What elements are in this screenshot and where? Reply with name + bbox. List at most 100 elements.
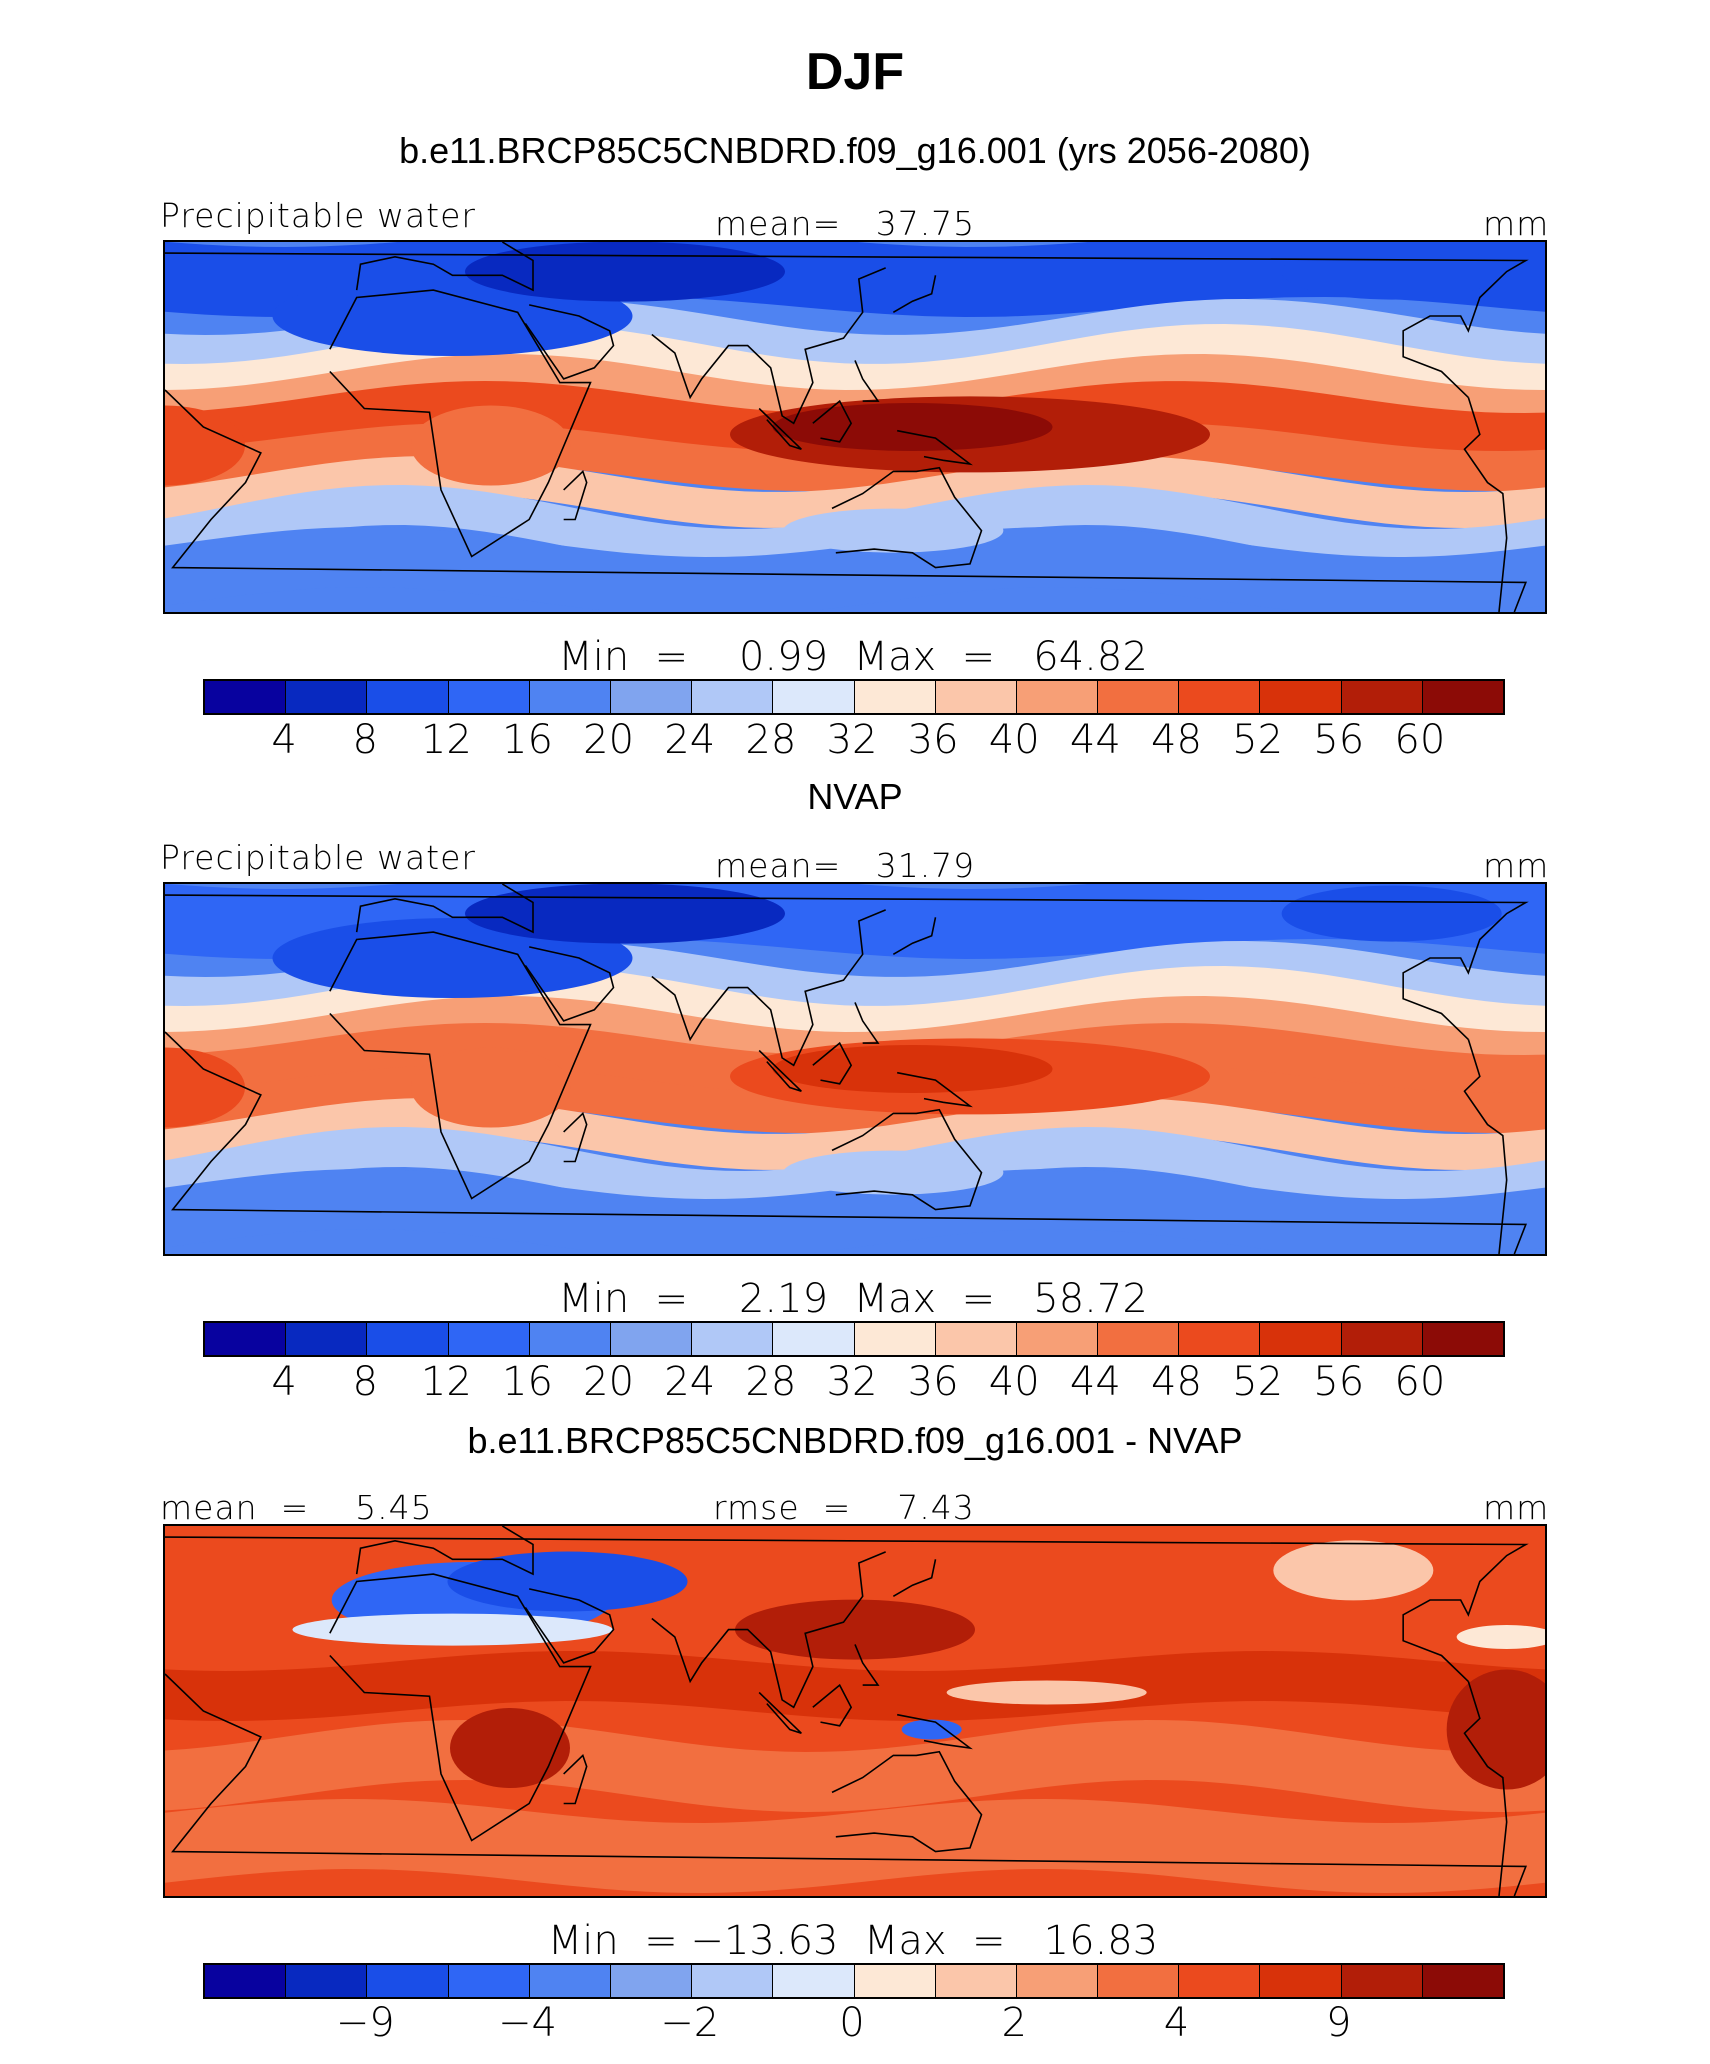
contour-blob: [1281, 885, 1502, 942]
colorbar-swatch: [448, 1323, 530, 1355]
contour-blob: [772, 403, 1053, 451]
colorbar-tick-label: 2: [1001, 2000, 1027, 2046]
colorbar-swatch: [205, 1965, 287, 1997]
colorbar-tick-label: 9: [1326, 2000, 1352, 2046]
colorbar-tick-label: 20: [583, 1359, 635, 1405]
colorbar-swatch: [367, 681, 449, 713]
coastline-samerica_e: [165, 1673, 1527, 1896]
colorbar-swatch: [1179, 681, 1261, 713]
coastline-samerica: [1463, 397, 1508, 612]
coastline-australia: [831, 1108, 983, 1211]
colorbar-swatch: [1098, 681, 1180, 713]
colorbar-swatch: [773, 1965, 855, 1997]
contour-band: [165, 996, 1545, 1072]
coastline-borneo: [812, 399, 853, 443]
contour-blob: [901, 1719, 962, 1740]
contour-band: [165, 354, 1545, 430]
colorbar-swatch: [610, 1965, 693, 1997]
colorbar-swatch: [286, 681, 368, 713]
colorbar-tick-label: 24: [664, 717, 716, 763]
colorbar-swatch: [367, 1323, 449, 1355]
colorbar-swatch: [935, 681, 1017, 713]
colorbar-swatch: [854, 681, 936, 713]
colorbar-swatch: [1260, 681, 1342, 713]
colorbar-tick-label: 60: [1394, 717, 1446, 763]
coastline-europe: [355, 884, 534, 934]
contour-blob: [946, 1680, 1147, 1705]
colorbar-tick-label: 32: [826, 717, 878, 763]
panel-1-colorbar-ticks: 4 8 12 16 20 24 28 32 36 40 44 48 52 56 60: [203, 717, 1501, 763]
colorbar-tick-label: −2: [660, 2000, 720, 2046]
coastline-sumatra: [758, 1691, 802, 1734]
coastline-namerica: [165, 1536, 1529, 1682]
contour-blob: [783, 508, 1004, 553]
colorbar-tick-label: 8: [352, 1359, 378, 1405]
colorbar-swatch: [529, 1323, 611, 1355]
coastline-madagascar: [563, 1111, 588, 1163]
panel-2-heading: NVAP: [807, 776, 903, 817]
colorbar-tick-label: 40: [988, 717, 1040, 763]
contour-blob: [772, 1045, 1053, 1093]
colorbar-tick-label: 28: [745, 1359, 797, 1405]
coastline-india: [651, 267, 886, 425]
coastline-philippines: [854, 1644, 880, 1686]
contour-blob: [410, 1047, 571, 1128]
coastline-japan: [892, 1559, 937, 1597]
colorbar-swatch: [1016, 681, 1099, 713]
coastline-philippines: [854, 1002, 880, 1044]
colorbar-swatch: [205, 681, 287, 713]
colorbar-swatch: [692, 1323, 774, 1355]
colorbar-tick-label: 56: [1313, 717, 1365, 763]
coastline-japan: [892, 275, 937, 313]
colorbar-swatch: [205, 1323, 287, 1355]
contour-band: [165, 1651, 1545, 1721]
colorbar-swatch: [1016, 1323, 1099, 1355]
panel-1-unit-label: mm: [1483, 204, 1550, 243]
colorbar-tick-label: 20: [583, 717, 635, 763]
colorbar-tick-label: 12: [420, 717, 472, 763]
coastline-arabia: [524, 1588, 615, 1664]
coastline-newguinea: [897, 1713, 973, 1750]
coastline-namerica: [165, 894, 1529, 1040]
colorbar-tick-label: 40: [988, 1359, 1040, 1405]
colorbar-swatch: [1179, 1323, 1261, 1355]
contour-blob: [783, 1150, 1004, 1195]
coastline-australia: [831, 1750, 983, 1853]
colorbar-swatch: [1098, 1323, 1180, 1355]
contour-blob: [450, 1708, 570, 1788]
coastline-europe: [355, 1526, 534, 1576]
colorbar-swatch: [1341, 681, 1423, 713]
colorbar-swatch: [692, 1965, 774, 1997]
coastline-india: [651, 909, 886, 1067]
panel-2-mean-label: mean= 31.79: [715, 846, 976, 885]
colorbar-swatch: [1260, 1323, 1342, 1355]
colorbar-swatch: [1098, 1965, 1180, 1997]
colorbar-swatch: [286, 1323, 368, 1355]
colorbar-tick-label: 8: [352, 717, 378, 763]
colorbar-swatch: [773, 1323, 855, 1355]
panel-1-mean-label: mean= 37.75: [715, 204, 976, 243]
colorbar-tick-label: 4: [1163, 2000, 1190, 2046]
colorbar-tick-label: 36: [907, 1359, 959, 1405]
coastline-borneo: [812, 1041, 853, 1085]
panel-2-colorbar: [203, 1321, 1505, 1357]
colorbar-swatch: [692, 681, 774, 713]
page-title: DJF: [805, 43, 905, 101]
colorbar-tick-label: 32: [826, 1359, 878, 1405]
contour-blob: [165, 405, 245, 486]
panel-1-colorbar: [203, 679, 1505, 715]
contour-blob: [410, 405, 571, 486]
panel-2-minmax: Min = 2.19 Max = 58.72: [558, 1276, 1148, 1322]
colorbar-tick-label: 48: [1151, 1359, 1202, 1405]
panel-3-minmax: Min = −13.63 Max = 16.83: [547, 1918, 1159, 1964]
colorbar-tick-label: −9: [335, 2000, 395, 2046]
coastline-arabia: [524, 946, 615, 1022]
panel-1-minmax: Min = 0.99 Max = 64.82: [558, 634, 1148, 680]
colorbar-tick-label: 4: [271, 717, 297, 763]
contour-blob: [465, 884, 785, 944]
contour-blob: [465, 242, 785, 302]
coastline-madagascar: [563, 1753, 588, 1805]
colorbar-swatch: [1422, 1965, 1503, 1997]
coastline-sumatra: [758, 407, 802, 450]
colorbar-tick-label: 24: [664, 1359, 716, 1405]
